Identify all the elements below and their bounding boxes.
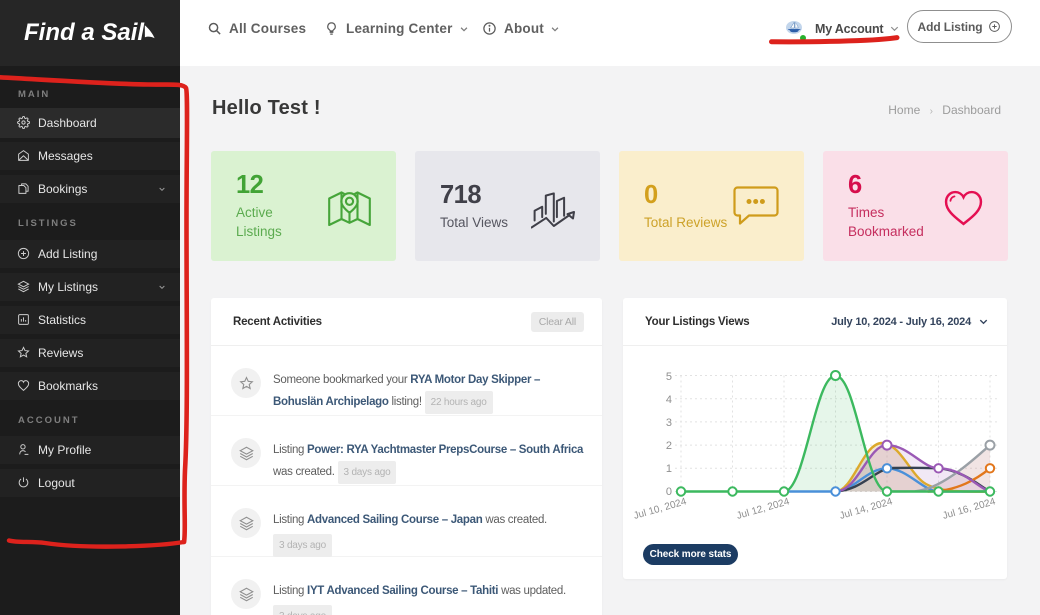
svg-text:Jul 16, 2024: Jul 16, 2024 bbox=[941, 496, 997, 522]
svg-text:3: 3 bbox=[666, 417, 672, 429]
svg-text:4: 4 bbox=[666, 394, 672, 406]
svg-text:2: 2 bbox=[666, 440, 672, 452]
svg-text:Jul 10, 2024: Jul 10, 2024 bbox=[632, 496, 688, 522]
svg-text:Jul 12, 2024: Jul 12, 2024 bbox=[735, 496, 791, 522]
svg-text:5: 5 bbox=[666, 371, 672, 383]
svg-text:0: 0 bbox=[666, 486, 672, 498]
svg-text:Jul 14, 2024: Jul 14, 2024 bbox=[838, 496, 894, 522]
svg-text:1: 1 bbox=[666, 463, 672, 475]
